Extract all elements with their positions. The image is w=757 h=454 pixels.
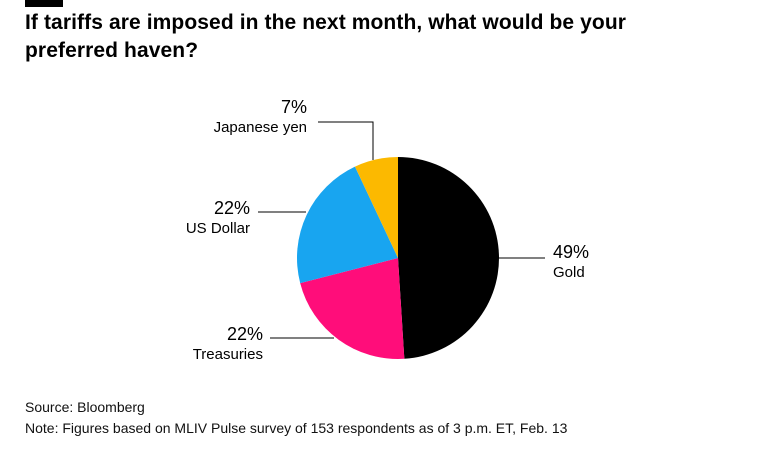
slice-label-japanese-yen: 7% Japanese yen bbox=[214, 96, 307, 138]
slice-pct-treasuries: 22% bbox=[226, 324, 263, 344]
pie-slice-us-dollar bbox=[297, 166, 398, 284]
pie-slice-japanese-yen bbox=[354, 157, 398, 258]
slice-name-japanese-yen: Japanese yen bbox=[213, 119, 307, 136]
slice-name-gold: Gold bbox=[553, 264, 585, 281]
slice-pct-japanese-yen: 7% bbox=[280, 97, 307, 117]
bloomberg-brand-marker bbox=[25, 0, 63, 7]
slice-label-treasuries: 22% Treasuries bbox=[193, 323, 263, 365]
slice-pct-us-dollar: 22% bbox=[213, 198, 250, 218]
chart-footer: Source: Bloomberg Note: Figures based on… bbox=[25, 397, 567, 439]
slice-pct-gold: 49% bbox=[553, 242, 590, 262]
chart-title: If tariffs are imposed in the next month… bbox=[25, 11, 627, 62]
source-text: Source: Bloomberg bbox=[25, 399, 145, 415]
slice-name-treasuries: Treasuries bbox=[192, 346, 263, 363]
pie-slice-treasuries bbox=[300, 258, 405, 359]
slice-label-us-dollar: 22% US Dollar bbox=[186, 197, 250, 239]
pie-slice-gold bbox=[398, 157, 499, 359]
slice-label-gold: 49% Gold bbox=[553, 241, 589, 283]
leader-line bbox=[318, 121, 374, 160]
slice-name-us-dollar: US Dollar bbox=[185, 220, 250, 237]
note-text: Note: Figures based on MLIV Pulse survey… bbox=[25, 420, 568, 436]
